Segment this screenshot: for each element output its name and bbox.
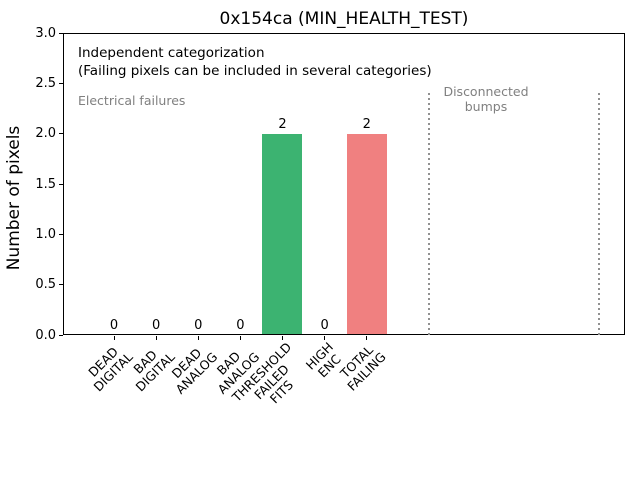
section-separator-line	[428, 93, 431, 335]
section-label-line1: Disconnected	[443, 84, 529, 99]
section-separator-line	[598, 93, 601, 335]
bar-value-label: 0	[236, 318, 245, 333]
plot-area	[63, 33, 625, 335]
y-axis-tick-label: 0.5	[35, 277, 56, 293]
x-axis-tick	[239, 336, 241, 340]
x-axis-tick-label-text: DEAD DIGITAL	[85, 343, 136, 395]
x-axis-tick	[281, 336, 283, 340]
x-axis-tick-label-text: BAD DIGITAL	[130, 347, 178, 395]
x-axis-tick	[197, 336, 199, 340]
y-axis-tick	[59, 233, 63, 235]
x-axis-tick	[155, 336, 157, 340]
x-axis-tick	[324, 336, 326, 340]
bar	[262, 133, 303, 334]
section-label-disconnected-bumps: Disconnected bumps	[425, 84, 547, 115]
y-axis-tick	[59, 183, 63, 185]
bar-value-label: 0	[151, 318, 161, 333]
bar-value-label: 0	[320, 318, 329, 333]
bar-value-label: 2	[362, 116, 371, 132]
bar-value-label: 0	[109, 318, 119, 333]
x-axis-tick-label-text: DEAD ANALOG	[168, 345, 221, 397]
y-axis-tick-label: 0.0	[35, 327, 56, 343]
chart-title: 0x154ca (MIN_HEALTH_TEST)	[219, 9, 469, 29]
section-label-electrical-failures: Electrical failures	[78, 93, 186, 108]
bar-value-label: 2	[278, 116, 287, 132]
y-axis-tick-label: 2.0	[35, 126, 56, 142]
y-axis-tick	[59, 32, 63, 34]
bar	[346, 133, 387, 334]
y-axis-tick	[59, 133, 63, 135]
y-axis-tick	[59, 334, 63, 336]
y-axis-tick-label: 1.5	[35, 176, 56, 192]
annotation-note-line1: Independent categorization	[78, 45, 265, 61]
y-axis-label: Number of pixels	[4, 125, 24, 271]
bar-value-label: 0	[194, 318, 203, 333]
y-axis-tick	[59, 82, 63, 84]
y-axis-tick-label: 1.0	[35, 226, 56, 242]
annotation-note-line2: (Failing pixels can be included in sever…	[78, 63, 432, 79]
y-axis-tick-label: 2.5	[35, 75, 56, 91]
x-axis-tick	[366, 336, 368, 340]
section-label-line2: bumps	[464, 98, 508, 114]
y-axis-tick	[59, 284, 63, 286]
y-axis-tick-label: 3.0	[35, 25, 56, 41]
x-axis-tick	[113, 336, 115, 340]
x-axis-tick-label-text: TOTAL FAILING	[337, 342, 389, 394]
